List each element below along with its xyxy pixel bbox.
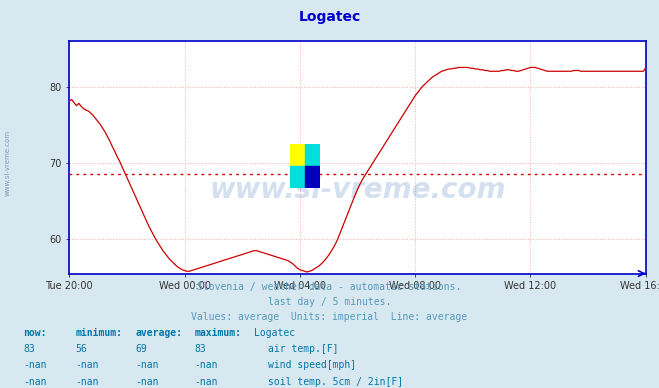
Text: soil temp. 5cm / 2in[F]: soil temp. 5cm / 2in[F] <box>268 377 403 387</box>
Text: average:: average: <box>135 328 182 338</box>
Text: -nan: -nan <box>194 377 218 387</box>
Text: -nan: -nan <box>135 360 159 371</box>
Text: Slovenia / weather data - automatic stations.: Slovenia / weather data - automatic stat… <box>197 282 462 293</box>
Text: www.si-vreme.com: www.si-vreme.com <box>210 176 505 204</box>
Text: -nan: -nan <box>76 377 100 387</box>
Text: Logatec: Logatec <box>254 328 295 338</box>
Text: now:: now: <box>23 328 47 338</box>
Bar <box>290 166 304 188</box>
Text: 69: 69 <box>135 344 147 354</box>
Text: -nan: -nan <box>76 360 100 371</box>
Text: maximum:: maximum: <box>194 328 241 338</box>
Text: 56: 56 <box>76 344 88 354</box>
Text: Logatec: Logatec <box>299 10 360 24</box>
Text: air temp.[F]: air temp.[F] <box>268 344 339 354</box>
Text: wind speed[mph]: wind speed[mph] <box>268 360 357 371</box>
Text: last day / 5 minutes.: last day / 5 minutes. <box>268 297 391 307</box>
Bar <box>304 166 320 188</box>
Text: Values: average  Units: imperial  Line: average: Values: average Units: imperial Line: av… <box>191 312 468 322</box>
Text: -nan: -nan <box>23 360 47 371</box>
Text: -nan: -nan <box>23 377 47 387</box>
Bar <box>290 144 304 166</box>
Text: -nan: -nan <box>135 377 159 387</box>
Text: www.si-vreme.com: www.si-vreme.com <box>5 130 11 196</box>
Text: 83: 83 <box>194 344 206 354</box>
Text: minimum:: minimum: <box>76 328 123 338</box>
Text: 83: 83 <box>23 344 35 354</box>
Bar <box>304 144 320 166</box>
Text: -nan: -nan <box>194 360 218 371</box>
